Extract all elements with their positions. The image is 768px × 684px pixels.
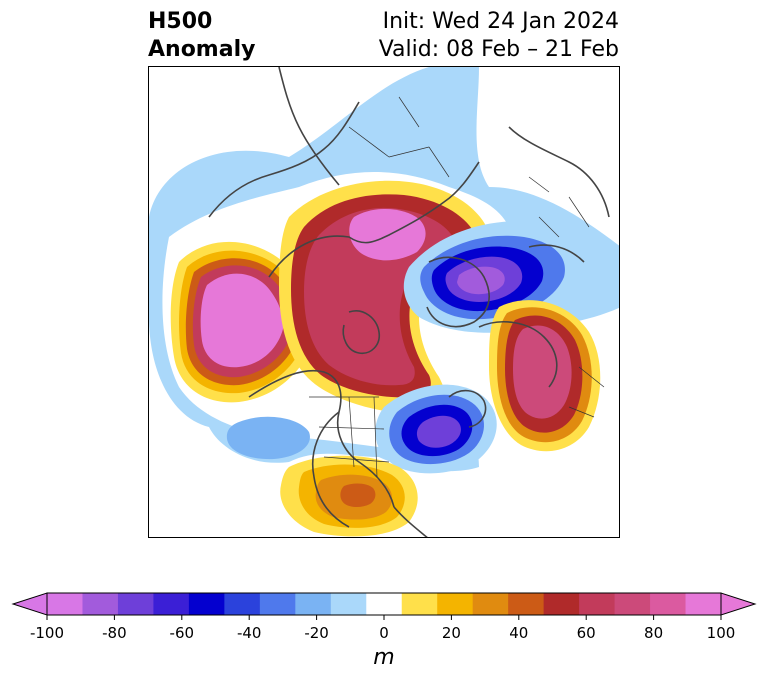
colorbar-tick-label: -100 — [30, 624, 64, 640]
colorbar-segment — [224, 593, 261, 615]
colorbar-segment — [153, 593, 190, 615]
colorbar-tick-label: -60 — [170, 624, 195, 640]
colorbar-segment — [437, 593, 474, 615]
colorbar-segment — [472, 593, 509, 615]
plot-dates: Init: Wed 24 Jan 2024 Valid: 08 Feb – 21… — [379, 8, 619, 64]
colorbar-tick-label: 60 — [577, 624, 596, 640]
colorbar-under-arrow — [11, 592, 48, 616]
colorbar-segment — [295, 593, 332, 615]
colorbar-tick-label: 0 — [379, 624, 389, 640]
title-variable: H500 — [148, 9, 213, 34]
colorbar-tick-label: 100 — [707, 624, 736, 640]
init-date: Init: Wed 24 Jan 2024 — [382, 9, 619, 34]
colorbar-segment — [508, 593, 545, 615]
colorbar-tick-label: -80 — [102, 624, 127, 640]
colorbar-segment — [188, 593, 225, 615]
trough-eurasia-violet — [457, 266, 505, 295]
colorbar-segment — [685, 593, 722, 615]
colorbar-segment — [401, 593, 438, 615]
trough-westcoast-blue — [226, 416, 310, 460]
borders — [309, 96, 605, 478]
valid-range: Valid: 08 Feb – 21 Feb — [378, 37, 619, 62]
anomaly-map — [148, 66, 620, 538]
colorbar-tick-label: 80 — [644, 624, 663, 640]
colorbar-segment — [330, 593, 367, 615]
colorbar-segment — [117, 593, 154, 615]
colorbar: -100 -80 -60 -40 -20 0 20 40 60 80 100 — [11, 592, 757, 640]
colorbar-unit: m — [373, 645, 395, 670]
colorbar-segment — [650, 593, 687, 615]
title-field: Anomaly — [148, 37, 256, 62]
colorbar-tick-label: 20 — [442, 624, 461, 640]
coastlines — [208, 67, 610, 537]
colorbar-segment — [366, 593, 403, 615]
trough-atlantic-purple — [416, 415, 461, 448]
colorbar-tick-label: -40 — [237, 624, 262, 640]
colorbar-segment — [259, 593, 296, 615]
ridge-pacific-magenta — [200, 273, 284, 368]
ridge-south-core — [340, 483, 376, 507]
anomaly-map-svg — [149, 67, 619, 537]
ridge-arctic-magenta — [349, 208, 426, 261]
ridge-europe-pink — [513, 325, 572, 419]
colorbar-tick-label: 40 — [509, 624, 528, 640]
colorbar-segment — [614, 593, 651, 615]
colorbar-tick-label: -20 — [304, 624, 329, 640]
colorbar-segment — [47, 593, 83, 615]
colorbar-segment — [82, 593, 119, 615]
colorbar-segment — [543, 593, 580, 615]
ridge-arctic-crimson — [304, 207, 454, 386]
plot-title: H500 Anomaly — [148, 8, 255, 64]
colorbar-over-arrow — [720, 592, 757, 616]
colorbar-segment — [579, 593, 616, 615]
